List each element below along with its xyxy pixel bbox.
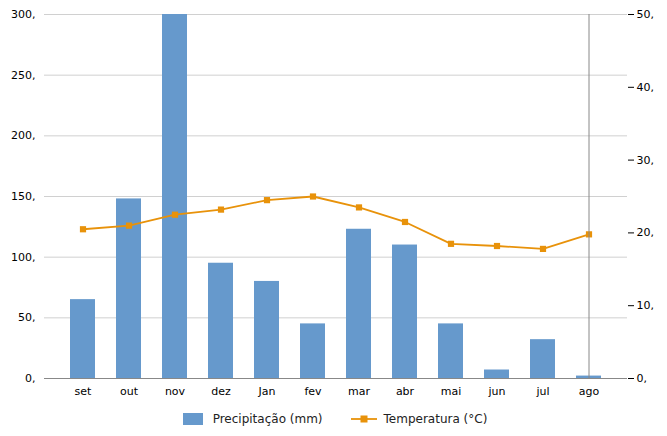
svg-text:0,: 0, bbox=[637, 372, 648, 385]
svg-text:Jan: Jan bbox=[258, 385, 276, 398]
svg-text:ago: ago bbox=[579, 385, 600, 398]
svg-text:250,: 250, bbox=[11, 69, 36, 82]
svg-text:50,: 50, bbox=[18, 311, 36, 324]
svg-text:mai: mai bbox=[441, 385, 462, 398]
svg-text:20,: 20, bbox=[637, 226, 655, 239]
svg-text:0,: 0, bbox=[25, 372, 36, 385]
svg-text:40,: 40, bbox=[637, 81, 655, 94]
svg-text:dez: dez bbox=[211, 385, 231, 398]
svg-text:300,: 300, bbox=[11, 8, 36, 21]
svg-text:abr: abr bbox=[396, 385, 415, 398]
html-text:Precipitação (mm): Precipitação (mm) bbox=[212, 412, 323, 426]
svg-text:nov: nov bbox=[165, 385, 186, 398]
svg-text:jul: jul bbox=[535, 385, 549, 398]
svg-text:150,: 150, bbox=[11, 190, 36, 203]
svg-text:50,: 50, bbox=[637, 8, 655, 21]
svg-text:jun: jun bbox=[488, 385, 506, 398]
svg-text:fev: fev bbox=[304, 385, 322, 398]
svg-text:10,: 10, bbox=[637, 299, 655, 312]
svg-text:set: set bbox=[75, 385, 92, 398]
svg-text:30,: 30, bbox=[637, 154, 655, 167]
svg-text:out: out bbox=[120, 385, 139, 398]
svg-text:200,: 200, bbox=[11, 129, 36, 142]
svg-text:mar: mar bbox=[348, 385, 370, 398]
svg-text:100,: 100, bbox=[11, 251, 36, 264]
html-text:Temperatura (°C): Temperatura (°C) bbox=[383, 412, 488, 426]
